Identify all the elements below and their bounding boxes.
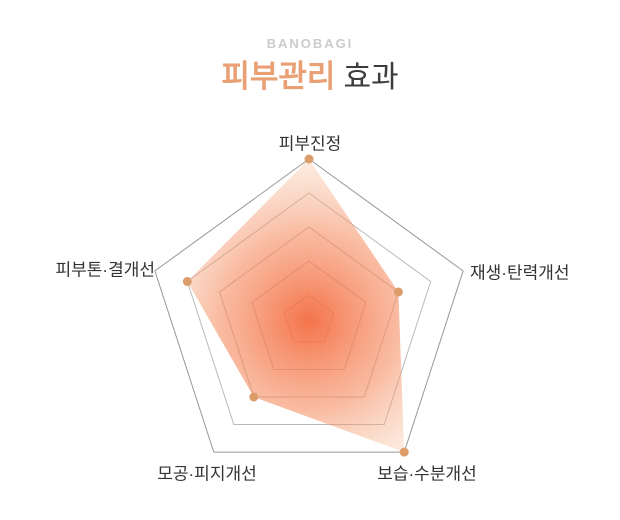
data-point-dot xyxy=(182,277,192,286)
data-point-dot xyxy=(399,447,409,457)
axis-label-skin-soothing: 피부진정 xyxy=(278,134,342,154)
page-title-highlight: 피부관리 xyxy=(221,59,336,94)
data-point-dot xyxy=(304,154,314,164)
axis-label-skin-tone-texture: 피부톤·결개선 xyxy=(55,260,155,280)
data-point-dot xyxy=(393,287,403,297)
page-title-rest: 효과 xyxy=(343,61,399,94)
axis-label-moisture-hydration: 보습·수분개선 xyxy=(377,464,477,484)
brand-logo-text: BANOBAGI xyxy=(266,36,354,51)
page-title: 피부관리 효과 xyxy=(0,58,620,97)
data-point-dot xyxy=(249,392,259,402)
grid-ring-outer xyxy=(154,158,464,453)
axis-label-pore-sebum: 모공·피지개선 xyxy=(157,464,257,484)
axis-label-regeneration-elasticity: 재생·탄력개선 xyxy=(470,263,570,283)
radar-data-area xyxy=(187,159,405,453)
